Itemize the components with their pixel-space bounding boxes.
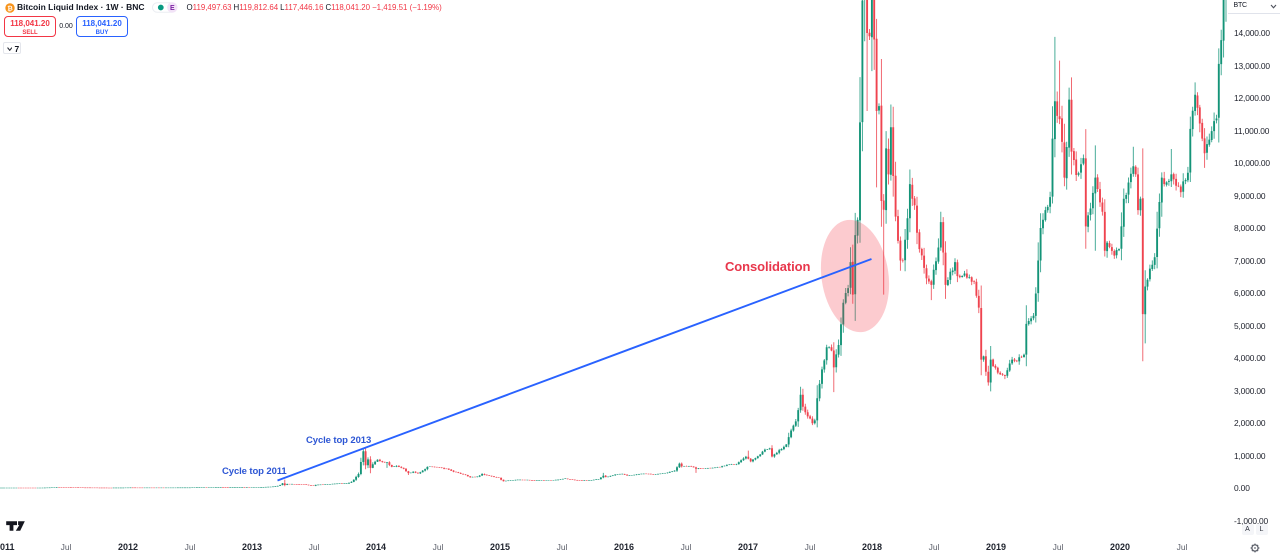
svg-text:₿: ₿: [7, 4, 13, 12]
svg-text:E: E: [170, 4, 175, 11]
